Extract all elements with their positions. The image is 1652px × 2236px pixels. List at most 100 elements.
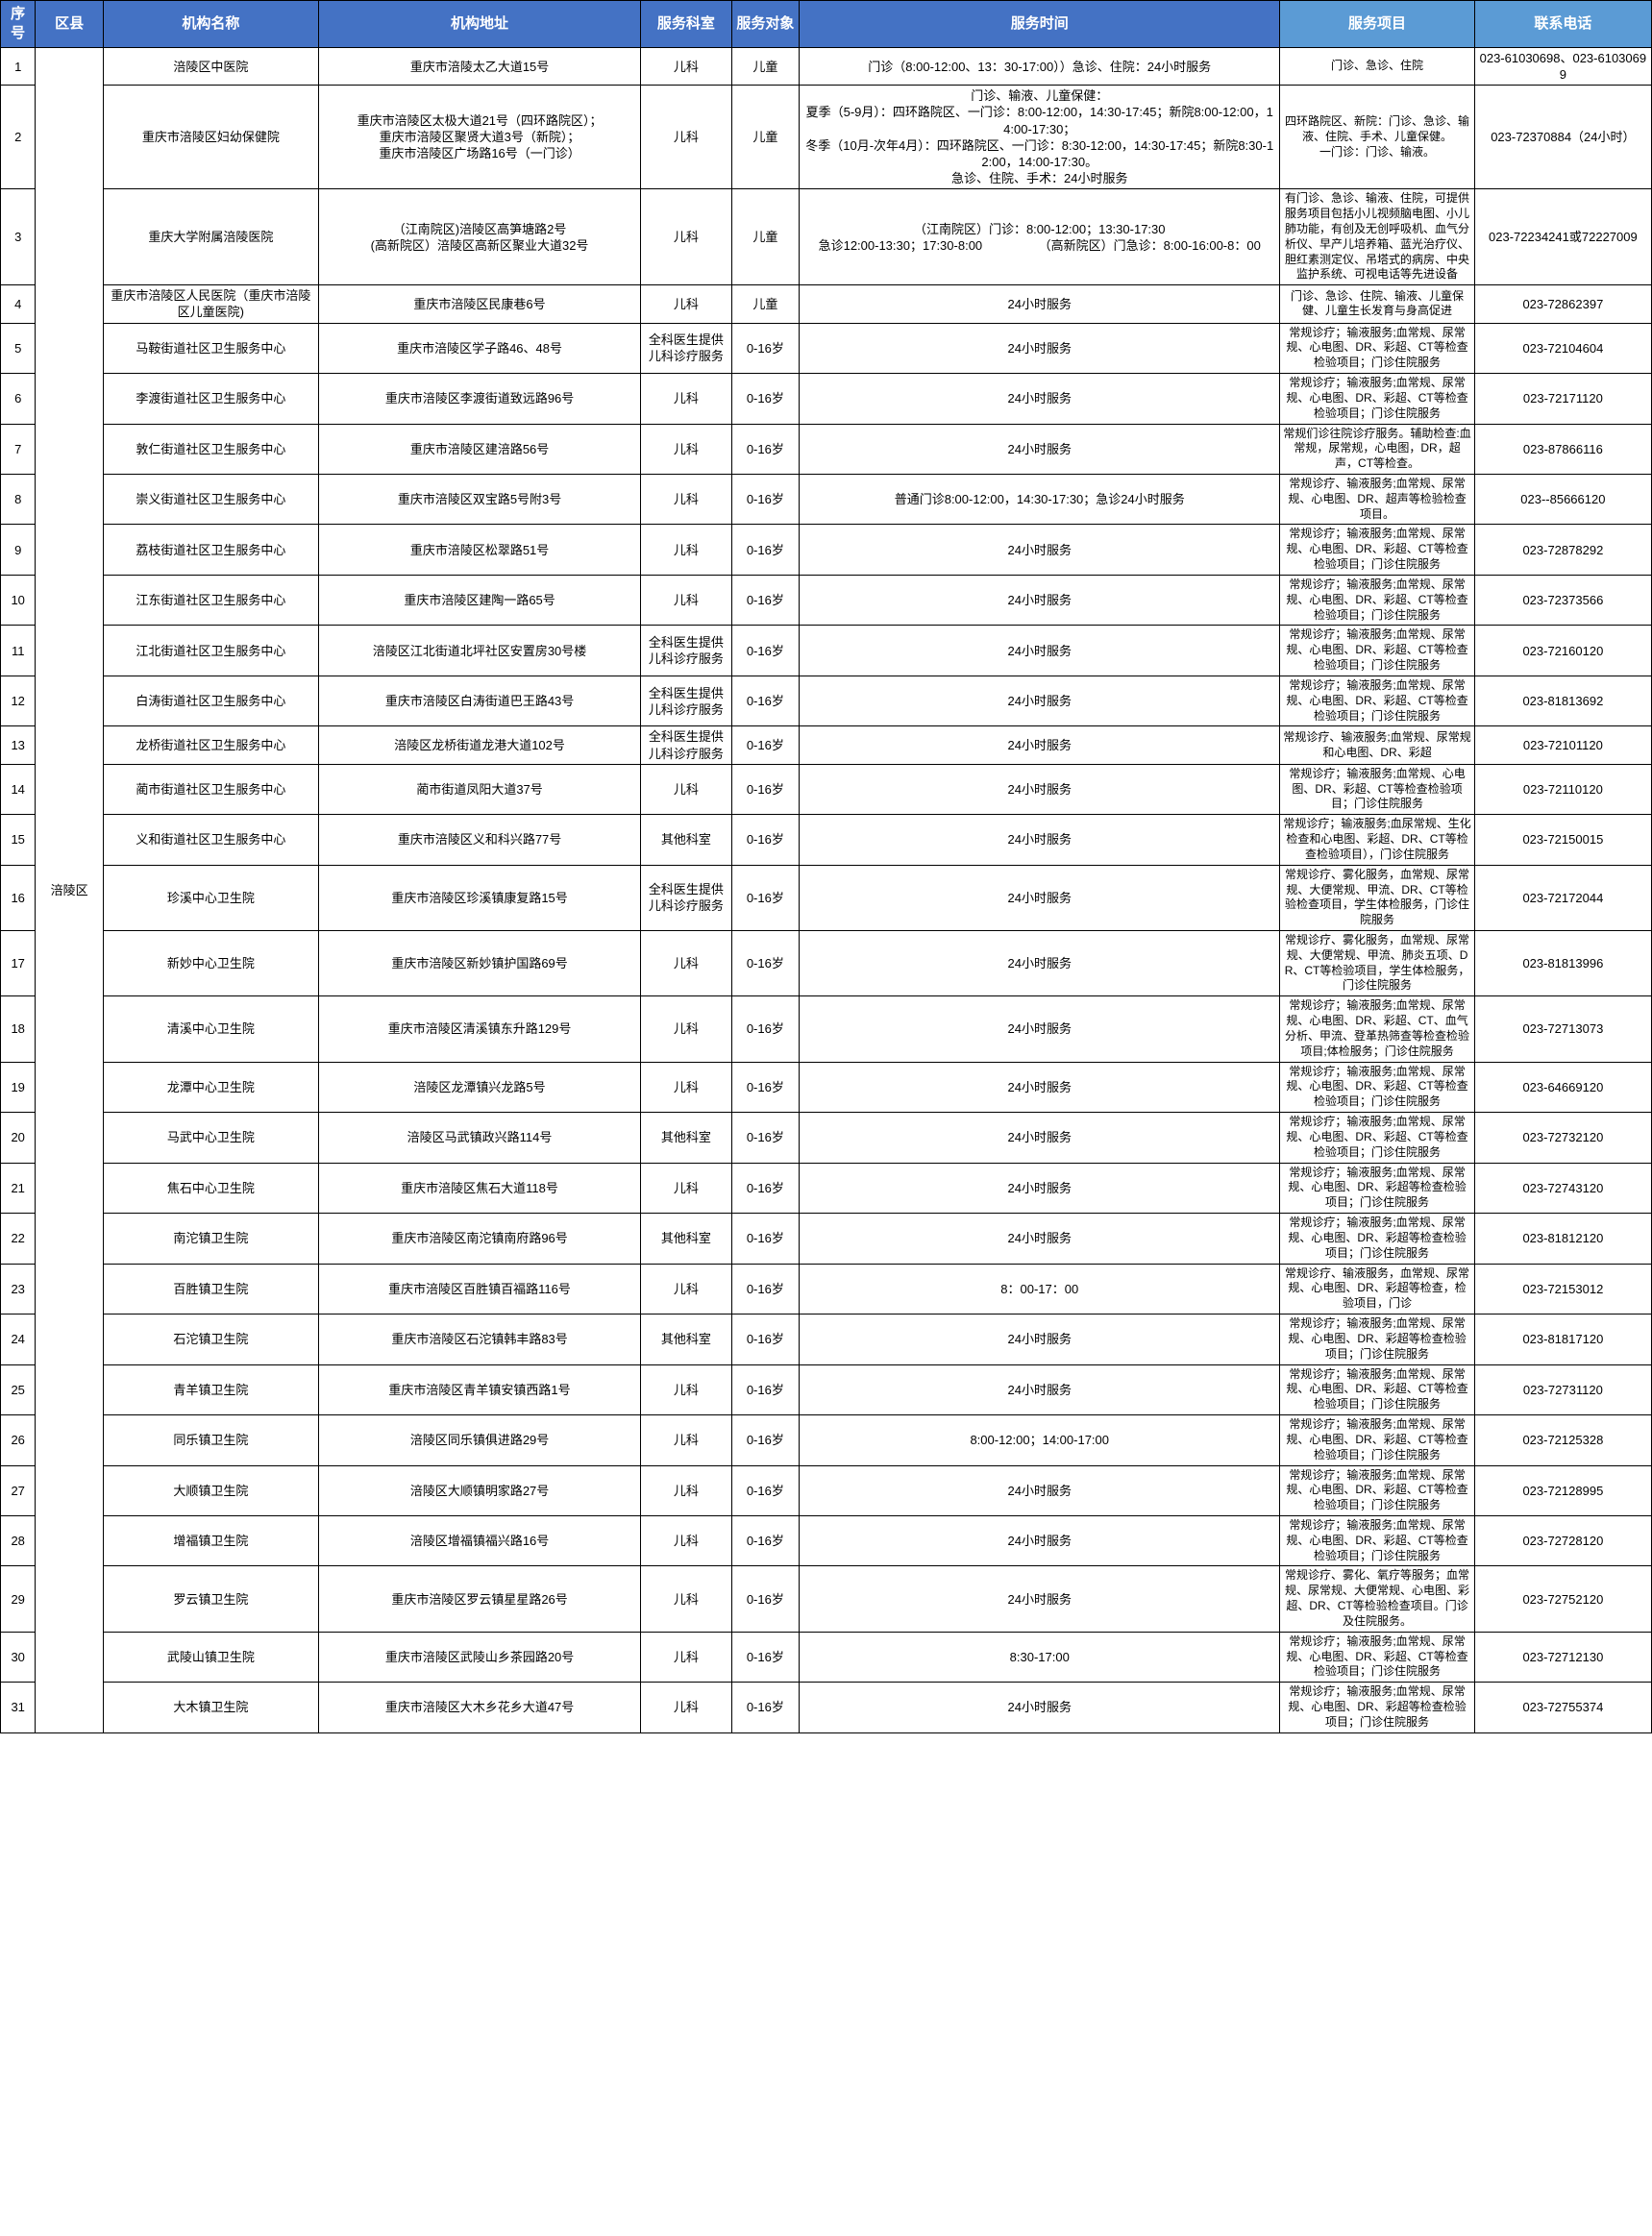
cell-service-dept[interactable]: 儿科 [640, 284, 732, 324]
cell-org-name[interactable]: 马武中心卫生院 [102, 1112, 319, 1164]
cell-contact-phone[interactable]: 023-72878292 [1473, 524, 1652, 576]
cell-org-address[interactable]: 重庆市涪陵区民康巷6号 [317, 284, 642, 324]
cell-contact-phone[interactable]: 023-72862397 [1473, 284, 1652, 324]
cell-contact-phone[interactable]: 023-72713073 [1473, 995, 1652, 1063]
cell-org-address[interactable]: 涪陵区增福镇福兴路16号 [317, 1514, 642, 1567]
table-row[interactable]: 25 青羊镇卫生院 重庆市涪陵区青羊镇安镇西路1号 儿科 0-16岁 24小时服务 常规诊疗… [0, 1364, 1652, 1416]
column-header-service-time[interactable]: 服务时间 [799, 0, 1281, 48]
cell-contact-phone[interactable]: 023-81817120 [1473, 1314, 1652, 1365]
column-header-seq[interactable]: 序号 [0, 0, 37, 48]
cell-seq[interactable]: 27 [0, 1464, 37, 1516]
cell-org-name[interactable]: 武陵山镇卫生院 [102, 1631, 319, 1683]
cell-contact-phone[interactable]: 023-72125328 [1473, 1414, 1652, 1466]
cell-org-address[interactable]: 重庆市涪陵区南沱镇南府路96号 [317, 1213, 642, 1265]
cell-service-dept[interactable]: 全科医生提供儿科诊疗服务 [640, 322, 732, 375]
cell-service-target[interactable]: 0-16岁 [730, 322, 801, 375]
table-row[interactable]: 8 崇义街道社区卫生服务中心 重庆市涪陵区双宝路5号附3号 儿科 0-16岁 普通门诊8:… [0, 473, 1652, 526]
table-row[interactable]: 3 重庆大学附属涪陵医院 （江南院区)涪陵区高笋塘路2号 (高新院区）涪陵区高新区聚… [0, 188, 1652, 286]
cell-service-time[interactable]: 24小时服务 [799, 524, 1281, 576]
cell-org-name[interactable]: 石沱镇卫生院 [102, 1314, 319, 1365]
cell-service-dept[interactable]: 儿科 [640, 1631, 732, 1683]
cell-contact-phone[interactable]: 023-72104604 [1473, 322, 1652, 375]
cell-service-dept[interactable]: 儿科 [640, 995, 732, 1063]
cell-service-time[interactable]: 24小时服务 [799, 929, 1281, 997]
column-header-service-dept[interactable]: 服务科室 [640, 0, 732, 48]
cell-org-address[interactable]: 重庆市涪陵区李渡街道致远路96号 [317, 373, 642, 425]
cell-service-time[interactable]: 24小时服务 [799, 1464, 1281, 1516]
cell-contact-phone[interactable]: 023-72110120 [1473, 763, 1652, 816]
table-row[interactable]: 27 大顺镇卫生院 涪陵区大顺镇明家路27号 儿科 0-16岁 24小时服务 常规诊疗；输液… [0, 1464, 1652, 1516]
cell-service-target[interactable]: 0-16岁 [730, 1213, 801, 1265]
table-row[interactable]: 31 大木镇卫生院 重庆市涪陵区大木乡花乡大道47号 儿科 0-16岁 24小时服务 常规诊… [0, 1682, 1652, 1733]
cell-seq[interactable]: 31 [0, 1682, 37, 1733]
cell-org-address[interactable]: 涪陵区龙桥街道龙港大道102号 [317, 725, 642, 765]
column-header-org-address[interactable]: 机构地址 [317, 0, 642, 48]
cell-seq[interactable]: 3 [0, 188, 37, 286]
cell-org-name[interactable]: 崇义街道社区卫生服务中心 [102, 473, 319, 526]
cell-org-address[interactable]: 重庆市涪陵区清溪镇东升路129号 [317, 995, 642, 1063]
cell-service-item[interactable]: 常规诊疗；输液服务;血常规、尿常规、心电图、DR、彩超、CT等检查检验项目；门诊… [1279, 1514, 1475, 1567]
cell-service-dept[interactable]: 儿科 [640, 1464, 732, 1516]
cell-org-address[interactable]: 重庆市涪陵区石沱镇韩丰路83号 [317, 1314, 642, 1365]
cell-service-target[interactable]: 0-16岁 [730, 1514, 801, 1567]
cell-seq[interactable]: 19 [0, 1061, 37, 1114]
cell-seq[interactable]: 13 [0, 725, 37, 765]
cell-org-address[interactable]: 重庆市涪陵区太极大道21号（四环路院区）； 重庆市涪陵区聚贤大道3号（新院）； … [317, 85, 642, 190]
cell-service-dept[interactable]: 其他科室 [640, 1213, 732, 1265]
cell-org-address[interactable]: 重庆市涪陵区罗云镇星星路26号 [317, 1565, 642, 1633]
cell-service-time[interactable]: 24小时服务 [799, 1314, 1281, 1365]
cell-org-name[interactable]: 百胜镇卫生院 [102, 1263, 319, 1315]
cell-service-target[interactable]: 0-16岁 [730, 1414, 801, 1466]
cell-service-time[interactable]: 24小时服务 [799, 1061, 1281, 1114]
cell-seq[interactable]: 22 [0, 1213, 37, 1265]
cell-contact-phone[interactable]: 023-72755374 [1473, 1682, 1652, 1733]
cell-org-name[interactable]: 清溪中心卫生院 [102, 995, 319, 1063]
table-row[interactable]: 28 增福镇卫生院 涪陵区增福镇福兴路16号 儿科 0-16岁 24小时服务 常规诊疗；输液… [0, 1514, 1652, 1567]
cell-service-target[interactable]: 0-16岁 [730, 675, 801, 727]
cell-service-item[interactable]: 常规诊疗；输液服务;血常规、尿常规、心电图、DR、彩超、CT等检查检验项目；门诊… [1279, 1414, 1475, 1466]
table-row[interactable]: 22 南沱镇卫生院 重庆市涪陵区南沱镇南府路96号 其他科室 0-16岁 24小时服务 常规… [0, 1213, 1652, 1265]
cell-service-target[interactable]: 0-16岁 [730, 995, 801, 1063]
cell-service-item[interactable]: 常规诊疗；输液服务;血常规、尿常规、心电图、DR、彩超等检查检验项目；门诊住院服… [1279, 1162, 1475, 1215]
cell-service-dept[interactable]: 儿科 [640, 763, 732, 816]
table-row[interactable]: 1 涪陵区 涪陵区中医院 重庆市涪陵太乙大道15号 儿科 儿童 门诊（8:00-12:00、… [0, 46, 1652, 1733]
cell-org-name[interactable]: 焦石中心卫生院 [102, 1162, 319, 1215]
table-row[interactable]: 21 焦石中心卫生院 重庆市涪陵区焦石大道118号 儿科 0-16岁 24小时服务 常规诊疗… [0, 1162, 1652, 1215]
cell-service-dept[interactable]: 全科医生提供儿科诊疗服务 [640, 625, 732, 676]
cell-org-name[interactable]: 龙桥街道社区卫生服务中心 [102, 725, 319, 765]
cell-service-item[interactable]: 常规们诊往院诊疗服务。辅助检查:血常规，尿常规，心电图，DR，超声，CT等检查。 [1279, 423, 1475, 475]
cell-seq[interactable]: 11 [0, 625, 37, 676]
cell-org-address[interactable]: （江南院区)涪陵区高笋塘路2号 (高新院区）涪陵区高新区聚业大道32号 [317, 188, 642, 286]
cell-service-dept[interactable]: 全科医生提供儿科诊疗服务 [640, 864, 732, 932]
cell-contact-phone[interactable]: 023-72160120 [1473, 625, 1652, 676]
cell-service-item[interactable]: 常规诊疗、雾化服务，血常规、尿常规、大便常规、甲流、肺炎五项、DR、CT等检验项… [1279, 929, 1475, 997]
cell-org-address[interactable]: 重庆市涪陵区松翠路51号 [317, 524, 642, 576]
cell-service-time[interactable]: 24小时服务 [799, 574, 1281, 627]
cell-service-item[interactable]: 常规诊疗；输液服务;血常规、心电图、DR、彩超、CT等检查检验项目；门诊住院服务 [1279, 763, 1475, 816]
cell-contact-phone[interactable]: 023-72101120 [1473, 725, 1652, 765]
cell-service-target[interactable]: 0-16岁 [730, 1162, 801, 1215]
table-row[interactable]: 17 新妙中心卫生院 重庆市涪陵区新妙镇护国路69号 儿科 0-16岁 24小时服务 常规诊… [0, 929, 1652, 997]
cell-service-target[interactable]: 0-16岁 [730, 1682, 801, 1733]
cell-seq[interactable]: 1 [0, 46, 37, 86]
cell-seq[interactable]: 15 [0, 814, 37, 866]
cell-seq[interactable]: 10 [0, 574, 37, 627]
cell-service-dept[interactable]: 其他科室 [640, 814, 732, 866]
cell-contact-phone[interactable]: 023-72370884（24小时） [1473, 85, 1652, 190]
cell-org-name[interactable]: 南沱镇卫生院 [102, 1213, 319, 1265]
column-header-district[interactable]: 区县 [35, 0, 104, 48]
cell-org-name[interactable]: 大木镇卫生院 [102, 1682, 319, 1733]
cell-service-target[interactable]: 0-16岁 [730, 1061, 801, 1114]
cell-org-address[interactable]: 涪陵区龙潭镇兴龙路5号 [317, 1061, 642, 1114]
cell-service-time[interactable]: 24小时服务 [799, 423, 1281, 475]
cell-org-name[interactable]: 龙潭中心卫生院 [102, 1061, 319, 1114]
cell-contact-phone[interactable]: 023-72752120 [1473, 1565, 1652, 1633]
cell-org-address[interactable]: 重庆市涪陵区学子路46、48号 [317, 322, 642, 375]
cell-service-target[interactable]: 0-16岁 [730, 373, 801, 425]
cell-org-name[interactable]: 江北街道社区卫生服务中心 [102, 625, 319, 676]
cell-org-address[interactable]: 重庆市涪陵区青羊镇安镇西路1号 [317, 1364, 642, 1416]
cell-service-dept[interactable]: 其他科室 [640, 1314, 732, 1365]
cell-org-name[interactable]: 同乐镇卫生院 [102, 1414, 319, 1466]
cell-service-dept[interactable]: 儿科 [640, 929, 732, 997]
cell-service-target[interactable]: 儿童 [730, 85, 801, 190]
